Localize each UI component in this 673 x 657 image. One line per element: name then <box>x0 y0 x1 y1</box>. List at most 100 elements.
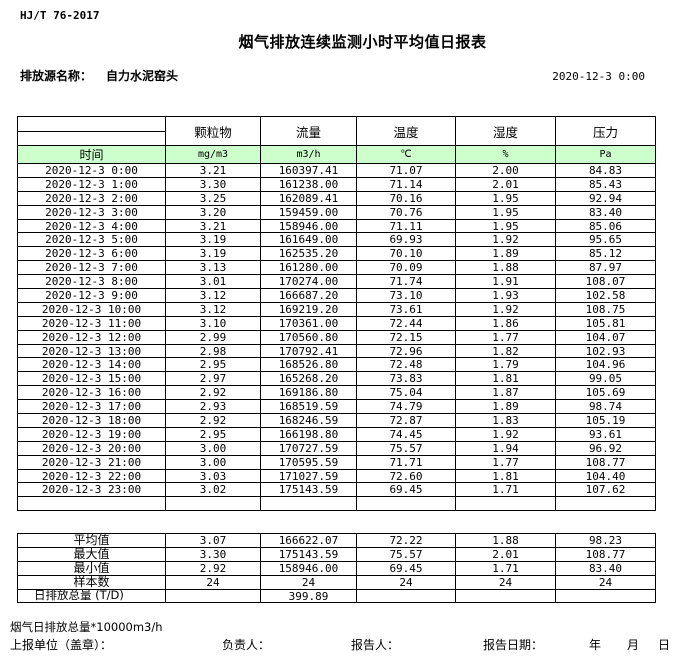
col-header-particulate: 颗粒物 <box>165 116 261 146</box>
value-cell: 170274.00 <box>260 274 357 290</box>
value-cell: 105.81 <box>555 315 656 331</box>
responsible-person-label: 负责人： <box>222 638 271 652</box>
report-date-label: 报告日期： <box>483 638 544 652</box>
emission-source: 排放源名称： 自力水泥窑头 <box>20 67 178 84</box>
hourly-row: 2020-12-3 9:00 3.12 166687.20 73.10 1.93 102.… <box>17 288 656 303</box>
time-cell: 2020-12-3 8:00 <box>17 274 166 290</box>
value-cell: 92.94 <box>555 190 656 206</box>
value-cell: 71.74 <box>356 274 456 290</box>
value-cell: 2.00 <box>455 163 556 178</box>
value-cell: 105.69 <box>555 385 656 401</box>
value-cell: 24 <box>555 574 656 590</box>
value-cell: 1.88 <box>455 533 556 548</box>
value-cell: 83.40 <box>555 204 656 220</box>
hourly-row: 2020-12-3 10:00 3.12 169219.20 73.61 1.92 108… <box>17 301 656 317</box>
hourly-row: 2020-12-3 2:00 3.25 162089.41 70.16 1.95 92.9… <box>17 190 656 206</box>
value-cell: 171027.59 <box>260 468 357 484</box>
time-cell: 2020-12-3 21:00 <box>17 454 166 470</box>
value-cell: 162089.41 <box>260 190 357 206</box>
unit-cell-particulate: mg/m3 <box>165 145 261 164</box>
value-cell: 73.61 <box>356 301 456 317</box>
value-cell: 104.07 <box>555 329 656 345</box>
value-cell: 1.71 <box>455 482 556 498</box>
value-cell: 1.94 <box>455 440 556 456</box>
source-row: 排放源名称： 自力水泥窑头 2020-12-3 0:00 <box>20 67 645 84</box>
hourly-row: 2020-12-3 16:00 2.92 169186.80 75.04 1.87 105… <box>17 385 656 401</box>
empty-cell <box>165 496 261 512</box>
value-cell: 24 <box>260 574 357 590</box>
value-cell: 72.60 <box>356 468 456 484</box>
time-cell: 2020-12-3 12:00 <box>17 329 166 345</box>
hourly-row: 2020-12-3 23:00 3.02 175143.59 69.45 1.71 107… <box>17 482 656 498</box>
empty-cell <box>555 496 656 512</box>
unit-row: 时间 mg/m3 m3/h ℃ % Pa <box>17 145 656 164</box>
value-cell: 3.21 <box>165 163 261 178</box>
reporter-label: 报告人： <box>351 638 400 652</box>
value-cell: 1.86 <box>455 315 556 331</box>
value-cell: 1.92 <box>455 232 556 248</box>
value-cell: 72.48 <box>356 357 456 373</box>
value-cell: 85.43 <box>555 176 656 192</box>
value-cell: 2.92 <box>165 560 261 576</box>
unit-cell-flow: m3/h <box>260 145 357 164</box>
time-cell: 2020-12-3 11:00 <box>17 315 166 331</box>
month-label: 月 <box>627 638 640 652</box>
value-cell: 1.71 <box>455 560 556 576</box>
time-header-blank-bottom <box>17 131 166 146</box>
value-cell: 1.77 <box>455 454 556 470</box>
time-cell: 2020-12-3 0:00 <box>17 163 166 178</box>
value-cell: 74.45 <box>356 426 456 442</box>
value-cell: 175143.59 <box>260 482 357 498</box>
value-cell: 3.01 <box>165 274 261 290</box>
hourly-row: 2020-12-3 7:00 3.13 161280.00 70.09 1.88 87.9… <box>17 260 656 276</box>
hourly-row: 2020-12-3 0:00 3.21 160397.41 71.07 2.00 84.8… <box>17 163 656 178</box>
time-header-blank-top <box>17 116 166 132</box>
value-cell: 105.19 <box>555 413 656 428</box>
value-cell: 159459.00 <box>260 204 357 220</box>
hourly-row: 2020-12-3 20:00 3.00 170727.59 75.57 1.94 96.… <box>17 440 656 456</box>
value-cell: 170595.59 <box>260 454 357 470</box>
value-cell: 98.23 <box>555 533 656 548</box>
page-title: 烟气排放连续监测小时平均值日报表 <box>238 33 487 51</box>
value-cell: 2.95 <box>165 426 261 442</box>
value-cell: 3.30 <box>165 546 261 562</box>
report-datetime: 2020-12-3 0:00 <box>552 70 645 83</box>
value-cell: 108.77 <box>555 546 656 562</box>
hourly-row: 2020-12-3 22:00 3.03 171027.59 72.60 1.81 104… <box>17 468 656 484</box>
value-cell: 72.87 <box>356 413 456 428</box>
value-cell: 2.99 <box>165 329 261 345</box>
value-cell: 2.92 <box>165 385 261 401</box>
summary-row: 样本数 24 24 24 24 24 <box>17 574 656 590</box>
value-cell: 161649.00 <box>260 232 357 248</box>
value-cell: 1.89 <box>455 399 556 415</box>
col-header-humidity: 湿度 <box>455 116 556 146</box>
value-cell: 98.74 <box>555 399 656 415</box>
value-cell: 2.95 <box>165 357 261 373</box>
value-cell: 102.93 <box>555 343 656 359</box>
value-cell: 71.07 <box>356 163 456 178</box>
time-cell: 2020-12-3 9:00 <box>17 288 166 303</box>
value-cell: 2.92 <box>165 413 261 428</box>
value-cell: 70.76 <box>356 204 456 220</box>
value-cell: 71.11 <box>356 218 456 234</box>
value-cell: 3.07 <box>165 533 261 548</box>
value-cell: 3.00 <box>165 454 261 470</box>
value-cell: 160397.41 <box>260 163 357 178</box>
emission-total-note: 烟气日排放总量*10000m3/h <box>10 620 163 634</box>
time-cell: 2020-12-3 6:00 <box>17 246 166 262</box>
day-label: 日 <box>658 638 671 652</box>
value-cell: 1.95 <box>455 204 556 220</box>
unit-cell-pressure: Pa <box>555 145 656 164</box>
header-row-top: 颗粒物 流量 温度 湿度 压力 <box>17 116 656 146</box>
value-cell: 1.81 <box>455 468 556 484</box>
value-cell: 169219.20 <box>260 301 357 317</box>
value-cell: 3.25 <box>165 190 261 206</box>
summary-label-cell: 最小值 <box>17 560 166 576</box>
value-cell: 108.75 <box>555 301 656 317</box>
unit-cell-humidity: % <box>455 145 556 164</box>
value-cell: 1.93 <box>455 288 556 303</box>
value-cell: 73.83 <box>356 371 456 387</box>
unit-cell-temperature: ℃ <box>356 145 456 164</box>
hourly-row: 2020-12-3 21:00 3.00 170595.59 71.71 1.77 108… <box>17 454 656 470</box>
value-cell: 75.57 <box>356 440 456 456</box>
